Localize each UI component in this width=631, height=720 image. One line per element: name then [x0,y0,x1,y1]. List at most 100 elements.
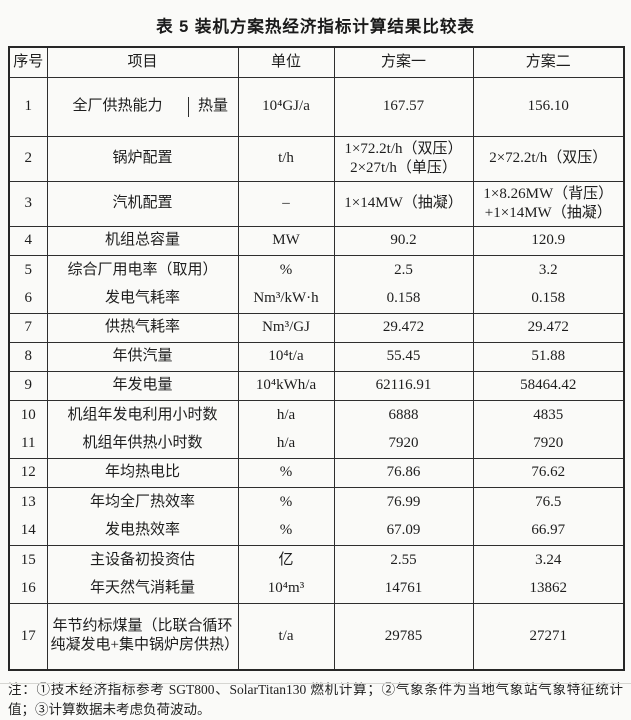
plan1-cell: 1×72.2t/h（双压） 2×27t/h（单压） [334,137,473,182]
plan1-cell: 0.158 [334,285,473,314]
item-cell: 锅炉配置 [47,137,238,182]
item-cell: 年发电量 [47,372,238,401]
plan2-cell: 29.472 [473,314,624,343]
unit-cell: h/a [238,401,334,430]
plan1-cell: 2.55 [334,546,473,575]
table-row: 11 机组年供热小时数 h/a 7920 7920 [9,430,624,459]
row-no-cell: 11 [9,430,47,459]
col-header-no: 序号 [9,47,47,77]
table-row: 13 年均全厂热效率 % 76.99 76.5 [9,488,624,517]
table-footnote: 注：①技术经济指标参考 SGT800、SolarTitan130 燃机计算；②气… [8,680,623,720]
item-sub-label: 热量 [188,97,238,117]
plan1-cell: 167.57 [334,77,473,137]
plan2-cell: 1×8.26MW（背压） +1×14MW（抽凝） [473,182,624,227]
row-no-cell: 4 [9,227,47,256]
table-row: 6 发电气耗率 Nm³/kW·h 0.158 0.158 [9,285,624,314]
unit-cell: % [238,256,334,285]
table-row: 8 年供汽量 10⁴t/a 55.45 51.88 [9,343,624,372]
item-cell: 年天然气消耗量 [47,575,238,604]
col-header-plan1: 方案一 [334,47,473,77]
unit-cell: h/a [238,430,334,459]
plan2-cell: 3.24 [473,546,624,575]
item-cell: 机组年发电利用小时数 [47,401,238,430]
plan1-cell: 90.2 [334,227,473,256]
item-cell: 全厂供热能力 热量 [47,77,238,137]
table-row: 5 综合厂用电率（取用） % 2.5 3.2 [9,256,624,285]
col-header-item: 项目 [47,47,238,77]
item-cell: 主设备初投资估 [47,546,238,575]
row-no-cell: 12 [9,459,47,488]
table-row: 14 发电热效率 % 67.09 66.97 [9,517,624,546]
unit-cell: 10⁴t/a [238,343,334,372]
row-no-cell: 13 [9,488,47,517]
row-no-cell: 8 [9,343,47,372]
table-row: 4 机组总容量 MW 90.2 120.9 [9,227,624,256]
plan1-cell: 29785 [334,604,473,670]
item-cell: 发电气耗率 [47,285,238,314]
page-bottom-rule [0,683,631,684]
unit-cell: Nm³/kW·h [238,285,334,314]
plan1-cell: 29.472 [334,314,473,343]
row-no-cell: 2 [9,137,47,182]
unit-cell: – [238,182,334,227]
plan2-cell: 66.97 [473,517,624,546]
table-title: 表 5 装机方案热经济指标计算结果比较表 [8,0,623,46]
item-cell: 发电热效率 [47,517,238,546]
table-row: 9 年发电量 10⁴kWh/a 62116.91 58464.42 [9,372,624,401]
unit-cell: t/a [238,604,334,670]
plan1-cell: 6888 [334,401,473,430]
item-cell: 供热气耗率 [47,314,238,343]
plan2-cell: 0.158 [473,285,624,314]
plan2-cell: 27271 [473,604,624,670]
plan2-cell: 76.5 [473,488,624,517]
item-cell: 年供汽量 [47,343,238,372]
unit-cell: Nm³/GJ [238,314,334,343]
plan1-cell: 55.45 [334,343,473,372]
table-row: 10 机组年发电利用小时数 h/a 6888 4835 [9,401,624,430]
table-row: 3 汽机配置 – 1×14MW（抽凝） 1×8.26MW（背压） +1×14MW… [9,182,624,227]
row-no-cell: 14 [9,517,47,546]
table-row: 16 年天然气消耗量 10⁴m³ 14761 13862 [9,575,624,604]
item-cell: 年节约标煤量（比联合循环纯凝发电+集中锅炉房供热） [47,604,238,670]
unit-cell: 10⁴m³ [238,575,334,604]
plan2-cell: 58464.42 [473,372,624,401]
table-row: 7 供热气耗率 Nm³/GJ 29.472 29.472 [9,314,624,343]
row-no-cell: 6 [9,285,47,314]
plan2-cell: 4835 [473,401,624,430]
unit-cell: % [238,517,334,546]
row-no-cell: 9 [9,372,47,401]
plan1-cell: 1×14MW（抽凝） [334,182,473,227]
plan2-cell: 76.62 [473,459,624,488]
row-no-cell: 3 [9,182,47,227]
plan2-cell: 2×72.2t/h（双压） [473,137,624,182]
row-no-cell: 5 [9,256,47,285]
table-row: 1 全厂供热能力 热量 10⁴GJ/a 167.57 156.10 [9,77,624,137]
plan2-cell: 13862 [473,575,624,604]
plan1-cell: 7920 [334,430,473,459]
plan2-cell: 7920 [473,430,624,459]
item-cell: 年均热电比 [47,459,238,488]
item-cell: 综合厂用电率（取用） [47,256,238,285]
plan2-cell: 120.9 [473,227,624,256]
plan1-cell: 67.09 [334,517,473,546]
plan2-cell: 156.10 [473,77,624,137]
item-cell: 机组年供热小时数 [47,430,238,459]
table-row: 12 年均热电比 % 76.86 76.62 [9,459,624,488]
item-cell: 汽机配置 [47,182,238,227]
row-no-cell: 16 [9,575,47,604]
table-header-row: 序号 项目 单位 方案一 方案二 [9,47,624,77]
plan1-cell: 14761 [334,575,473,604]
row-no-cell: 10 [9,401,47,430]
plan1-cell: 62116.91 [334,372,473,401]
col-header-plan2: 方案二 [473,47,624,77]
item-main-label: 全厂供热能力 [48,97,188,117]
unit-cell: % [238,459,334,488]
comparison-table: 序号 项目 单位 方案一 方案二 1 全厂供热能力 热量 10⁴GJ/a 167… [8,46,625,671]
unit-cell: MW [238,227,334,256]
item-cell: 年均全厂热效率 [47,488,238,517]
unit-cell: t/h [238,137,334,182]
split-item-cell: 全厂供热能力 热量 [48,97,238,117]
document-page: 表 5 装机方案热经济指标计算结果比较表 序号 项目 单位 方案一 方案二 1 … [0,0,631,687]
table-row: 17 年节约标煤量（比联合循环纯凝发电+集中锅炉房供热） t/a 29785 2… [9,604,624,670]
row-no-cell: 7 [9,314,47,343]
